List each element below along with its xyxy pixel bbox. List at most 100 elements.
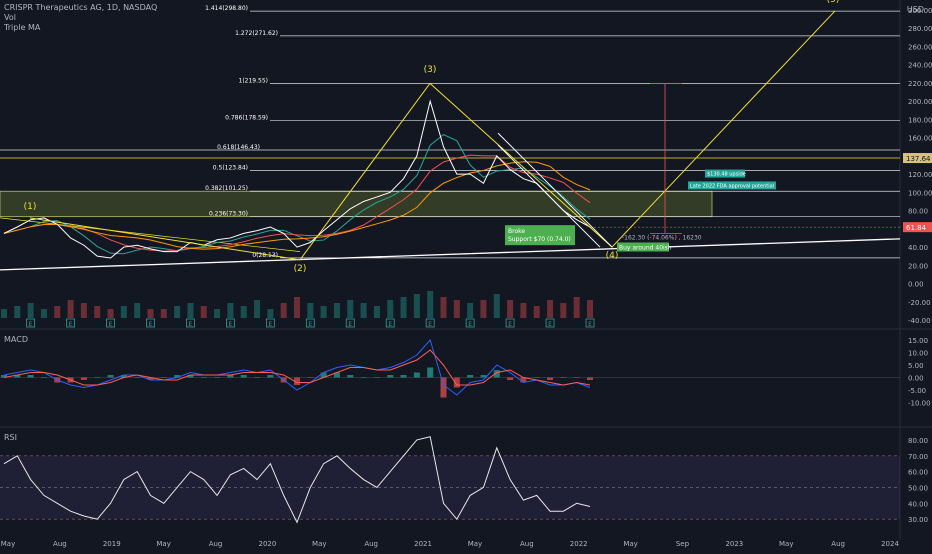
earnings-marker-label: E [29,321,33,328]
broke-support-box [505,225,575,246]
volume-bar [400,297,407,318]
volume-bar [453,300,460,318]
fib-level-label: 1.272(271.62) [235,30,278,37]
volume-bar [147,309,154,318]
macd-histogram-bar [360,377,367,378]
earnings-marker [146,318,155,328]
earnings-marker-label: E [468,321,472,328]
macd-histogram-bar [400,375,407,378]
macd-histogram-bar [467,375,474,378]
time-tick-label: Aug [831,540,845,548]
macd-histogram-bar [227,375,234,378]
price-tick-label: 260.00 [908,43,932,51]
earnings-marker-label: E [508,321,512,328]
macd-histogram-bar [120,375,127,378]
last-price-badge [903,222,932,233]
target-box [705,169,745,178]
price-tick-label: 80.00 [908,208,928,216]
fib-level-label: 0(28.13) [252,252,278,259]
currency-label: USD [906,5,924,14]
earnings-marker [545,318,555,328]
last-price-text: 61.84 [906,224,927,232]
wave-label: (5) [827,0,840,5]
time-tick-label: 2019 [103,540,121,548]
time-tick-label: Aug [53,540,67,548]
fib-level-label: 0.382(101.25) [205,185,248,192]
rsi-tick-label: 40.00 [908,500,928,508]
earnings-marker [385,318,395,328]
buy-box [617,242,669,252]
earnings-marker [465,318,475,328]
signal-line [3,349,591,386]
volume-bar [360,303,367,318]
wave-label: (1) [24,202,37,212]
volume-bar [560,303,567,318]
chart-legend: CRISPR Therapeutics AG, 1D, NASDAQ Vol T… [4,3,157,33]
earnings-marker-label: E [588,321,592,328]
moving-average-line [3,161,591,250]
broke-support-text: Support $70 (0.74.0) [508,236,571,243]
macd-tick-label: 0.00 [908,375,924,383]
macd-histogram-bar [373,377,380,378]
volume-bar [267,309,274,318]
volume-bar [254,300,261,318]
earnings-marker-label: E [548,321,552,328]
volume-bar [54,306,61,318]
volume-bar [40,309,47,318]
volume-bar [294,297,300,318]
macd-histogram-bar [533,377,540,378]
time-tick-label: May [779,540,793,548]
macd-histogram-bar [240,375,247,378]
earnings-marker [425,318,435,328]
macd-histogram-bar [440,377,447,398]
macd-histogram-bar [267,375,274,378]
price-line [3,99,591,259]
support-zone [0,190,713,218]
time-tick-label: 2021 [414,540,432,548]
fib-level-label: 0.5(123.84) [213,165,248,172]
triple-ma-label: Triple MA [4,23,41,32]
volume-bar [467,303,474,318]
macd-histogram-bar [1,375,7,378]
volume-bar [493,294,500,318]
price-tick-label: 40.00 [908,244,928,252]
volume-bar [94,306,101,318]
macd-histogram-bar [587,377,593,380]
level-badge [903,153,932,164]
macd-histogram-bar [80,377,87,380]
volume-bar [134,303,141,318]
channel-line [497,144,601,248]
earnings-marker-label: E [189,321,193,328]
wave-label: (4) [606,251,619,261]
macd-histogram-bar [27,375,34,378]
elliott-wave-path [29,10,836,261]
macd-histogram-bar [387,375,394,378]
volume-bar [67,300,74,318]
volume-bar [107,309,114,318]
macd-histogram-bar [480,375,487,378]
macd-histogram-bar [320,372,327,378]
macd-histogram-bar [573,377,580,378]
macd-tick-label: 15.00 [908,337,928,345]
time-tick-label: May [312,540,326,548]
macd-histogram-bar [520,377,527,383]
earnings-marker-label: E [308,321,312,328]
price-tick-label: 280.00 [908,25,932,33]
volume-bar [573,297,580,318]
fib-level-label: 1(219.55) [239,77,269,84]
time-tick-label: May [468,540,482,548]
macd-tick-label: 10.00 [908,350,928,358]
macd-tick-label: 5.00 [908,362,924,370]
volume-bar [547,300,554,318]
volume-bar [14,306,21,318]
level-badge-text: 137.64 [906,155,931,163]
earnings-marker [66,318,75,328]
rsi-tick-label: 80.00 [908,437,928,445]
rsi-tick-label: 60.00 [908,469,928,477]
earnings-marker-label: E [109,321,113,328]
wave-trendline [0,217,301,252]
macd-histogram-bar [347,375,354,378]
time-tick-label: Aug [209,540,223,548]
